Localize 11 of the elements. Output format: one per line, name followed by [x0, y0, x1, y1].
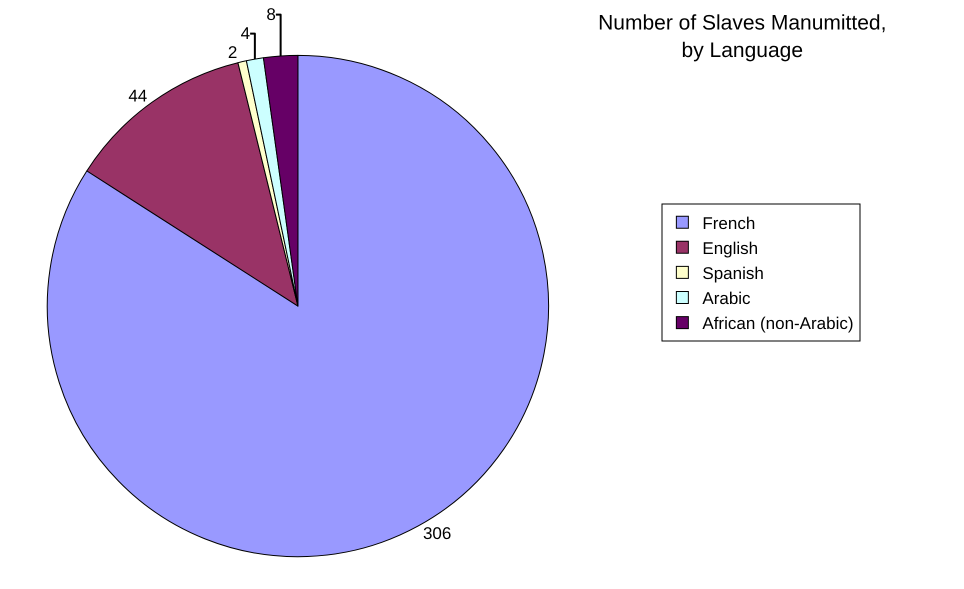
data-label: 8: [266, 5, 276, 24]
legend-label: English: [702, 238, 758, 258]
data-label: 4: [240, 24, 250, 44]
data-label: 306: [422, 524, 452, 543]
text: Number of Slaves Manumitted, by Language: [598, 11, 886, 62]
data-label: 2: [228, 43, 238, 62]
legend-label: African (non-Arabic): [702, 314, 854, 334]
legend-label: French: [702, 214, 756, 233]
legend-label: Spanish: [702, 264, 764, 284]
legend-label: Arabic: [702, 289, 752, 308]
data-label: 44: [128, 86, 148, 106]
